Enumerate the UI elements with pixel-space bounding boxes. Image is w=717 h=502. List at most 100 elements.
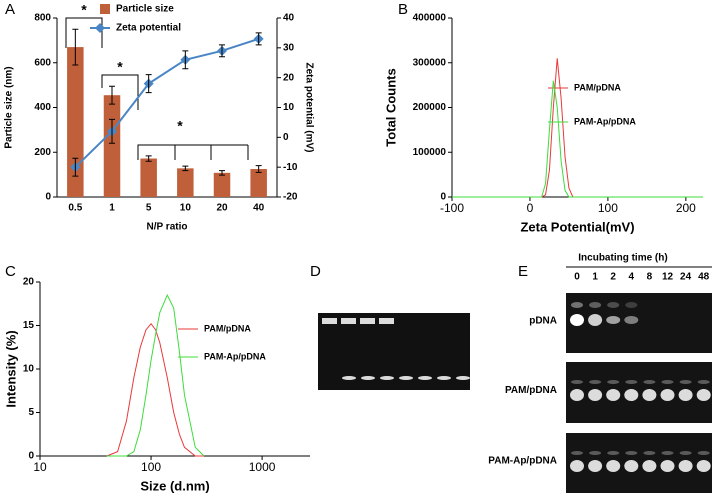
gel-band <box>606 389 621 401</box>
gel-well <box>322 318 337 324</box>
y-tick-label: 600 <box>34 57 51 68</box>
axis <box>56 18 278 198</box>
row-label: pDNA <box>529 316 557 327</box>
y2-tick-label: 0 <box>283 132 289 143</box>
gel-band <box>588 389 603 401</box>
gel <box>566 293 712 353</box>
gel-band <box>588 314 603 326</box>
x-tick-label: 0.5 <box>68 203 82 214</box>
x-tick-label: 100 <box>598 201 618 215</box>
gel-band <box>625 451 638 455</box>
x-axis-title: N/P ratio <box>147 222 188 233</box>
y-tick-label: 10 <box>23 364 35 375</box>
x-tick-label: -100 <box>440 201 464 215</box>
y2-tick-label: 10 <box>283 102 295 113</box>
panel-label: D <box>310 263 321 280</box>
gel-band <box>571 451 583 455</box>
bar <box>177 168 194 197</box>
lane-label: 2 <box>610 272 616 283</box>
error-bar <box>72 157 79 177</box>
y-tick-label: 400 <box>34 102 51 113</box>
legend-label: PAM-Ap/pDNA <box>574 116 636 126</box>
y2-tick-label: -10 <box>283 162 298 173</box>
lane-label: 12 <box>662 272 674 283</box>
panel-label: B <box>398 1 408 18</box>
gel-band <box>624 460 639 472</box>
panel-label: A <box>5 1 15 18</box>
gel-band <box>642 389 657 401</box>
bar <box>67 47 84 198</box>
gel-band <box>660 460 675 472</box>
x-tick-label: 10 <box>33 460 47 474</box>
y2-tick-label: -20 <box>283 192 298 203</box>
x-tick-label: 100 <box>141 460 161 474</box>
y-tick-label: 15 <box>23 320 35 331</box>
gel-band <box>625 380 638 384</box>
y-axis-title: Total Counts <box>383 68 398 146</box>
gel-band <box>661 451 674 455</box>
y-tick-label: 200 <box>34 147 51 158</box>
gel-band <box>625 302 638 308</box>
gel-band <box>643 451 656 455</box>
legend-label: PAM/pDNA <box>574 82 621 92</box>
y-tick-label: 200000 <box>413 102 447 113</box>
legend-label: Zeta potential <box>116 23 181 34</box>
lane-label: 8 <box>647 272 653 283</box>
gel-band <box>661 380 674 384</box>
legend-label: Particle size <box>116 4 174 15</box>
gel-band <box>642 460 657 472</box>
gel-band <box>456 376 470 380</box>
error-bar <box>145 155 152 162</box>
panel-label: C <box>5 263 16 280</box>
error-bar <box>219 44 225 58</box>
lane-label: 1 <box>592 272 598 283</box>
y-tick-label: 0 <box>45 192 51 203</box>
y-tick-label: 0 <box>440 192 446 203</box>
gel-band <box>660 389 675 401</box>
legend-swatch <box>95 23 105 33</box>
brackets <box>65 17 249 160</box>
gel-band <box>607 302 620 308</box>
y2-axis-title: Zeta potential (mV) <box>303 62 314 152</box>
y-tick-label: 20 <box>23 277 35 288</box>
gel-band <box>679 380 692 384</box>
gel-band <box>570 389 584 401</box>
lane-label: 24 <box>680 272 692 283</box>
gel-band <box>607 451 620 455</box>
gel-band <box>678 460 693 472</box>
y-tick-label: 100000 <box>413 147 447 158</box>
error-bar <box>145 74 152 94</box>
bar <box>103 95 121 197</box>
error-bar <box>255 32 262 46</box>
bar <box>140 158 157 197</box>
gel-band <box>399 376 413 380</box>
x-tick-label: 1000 <box>249 460 276 474</box>
line <box>74 37 259 168</box>
gel-band <box>606 316 621 324</box>
significance: * <box>117 59 123 75</box>
gel-band <box>571 302 583 308</box>
error-bar <box>182 165 189 172</box>
gel-band <box>696 389 711 401</box>
error-bar <box>109 85 115 105</box>
gel-band <box>607 380 620 384</box>
gel-band <box>624 316 639 324</box>
gel-band <box>342 376 356 380</box>
y-tick-label: 300000 <box>413 57 447 68</box>
gel-title: Incubating time (h) <box>578 253 667 264</box>
gel-band <box>418 376 432 380</box>
x-tick-label: 1 <box>109 203 115 214</box>
y2-tick-label: 20 <box>283 72 295 83</box>
gel-band <box>696 460 711 472</box>
line <box>452 80 703 198</box>
gel-band <box>380 376 394 380</box>
gel-band <box>678 389 693 401</box>
line <box>452 58 703 198</box>
x-tick-label: 10 <box>180 203 192 214</box>
x-tick-label: 40 <box>253 203 265 214</box>
gel-well <box>379 318 394 324</box>
significance: * <box>177 118 183 134</box>
y-tick-label: 800 <box>34 13 51 24</box>
panel-label: E <box>518 263 528 280</box>
